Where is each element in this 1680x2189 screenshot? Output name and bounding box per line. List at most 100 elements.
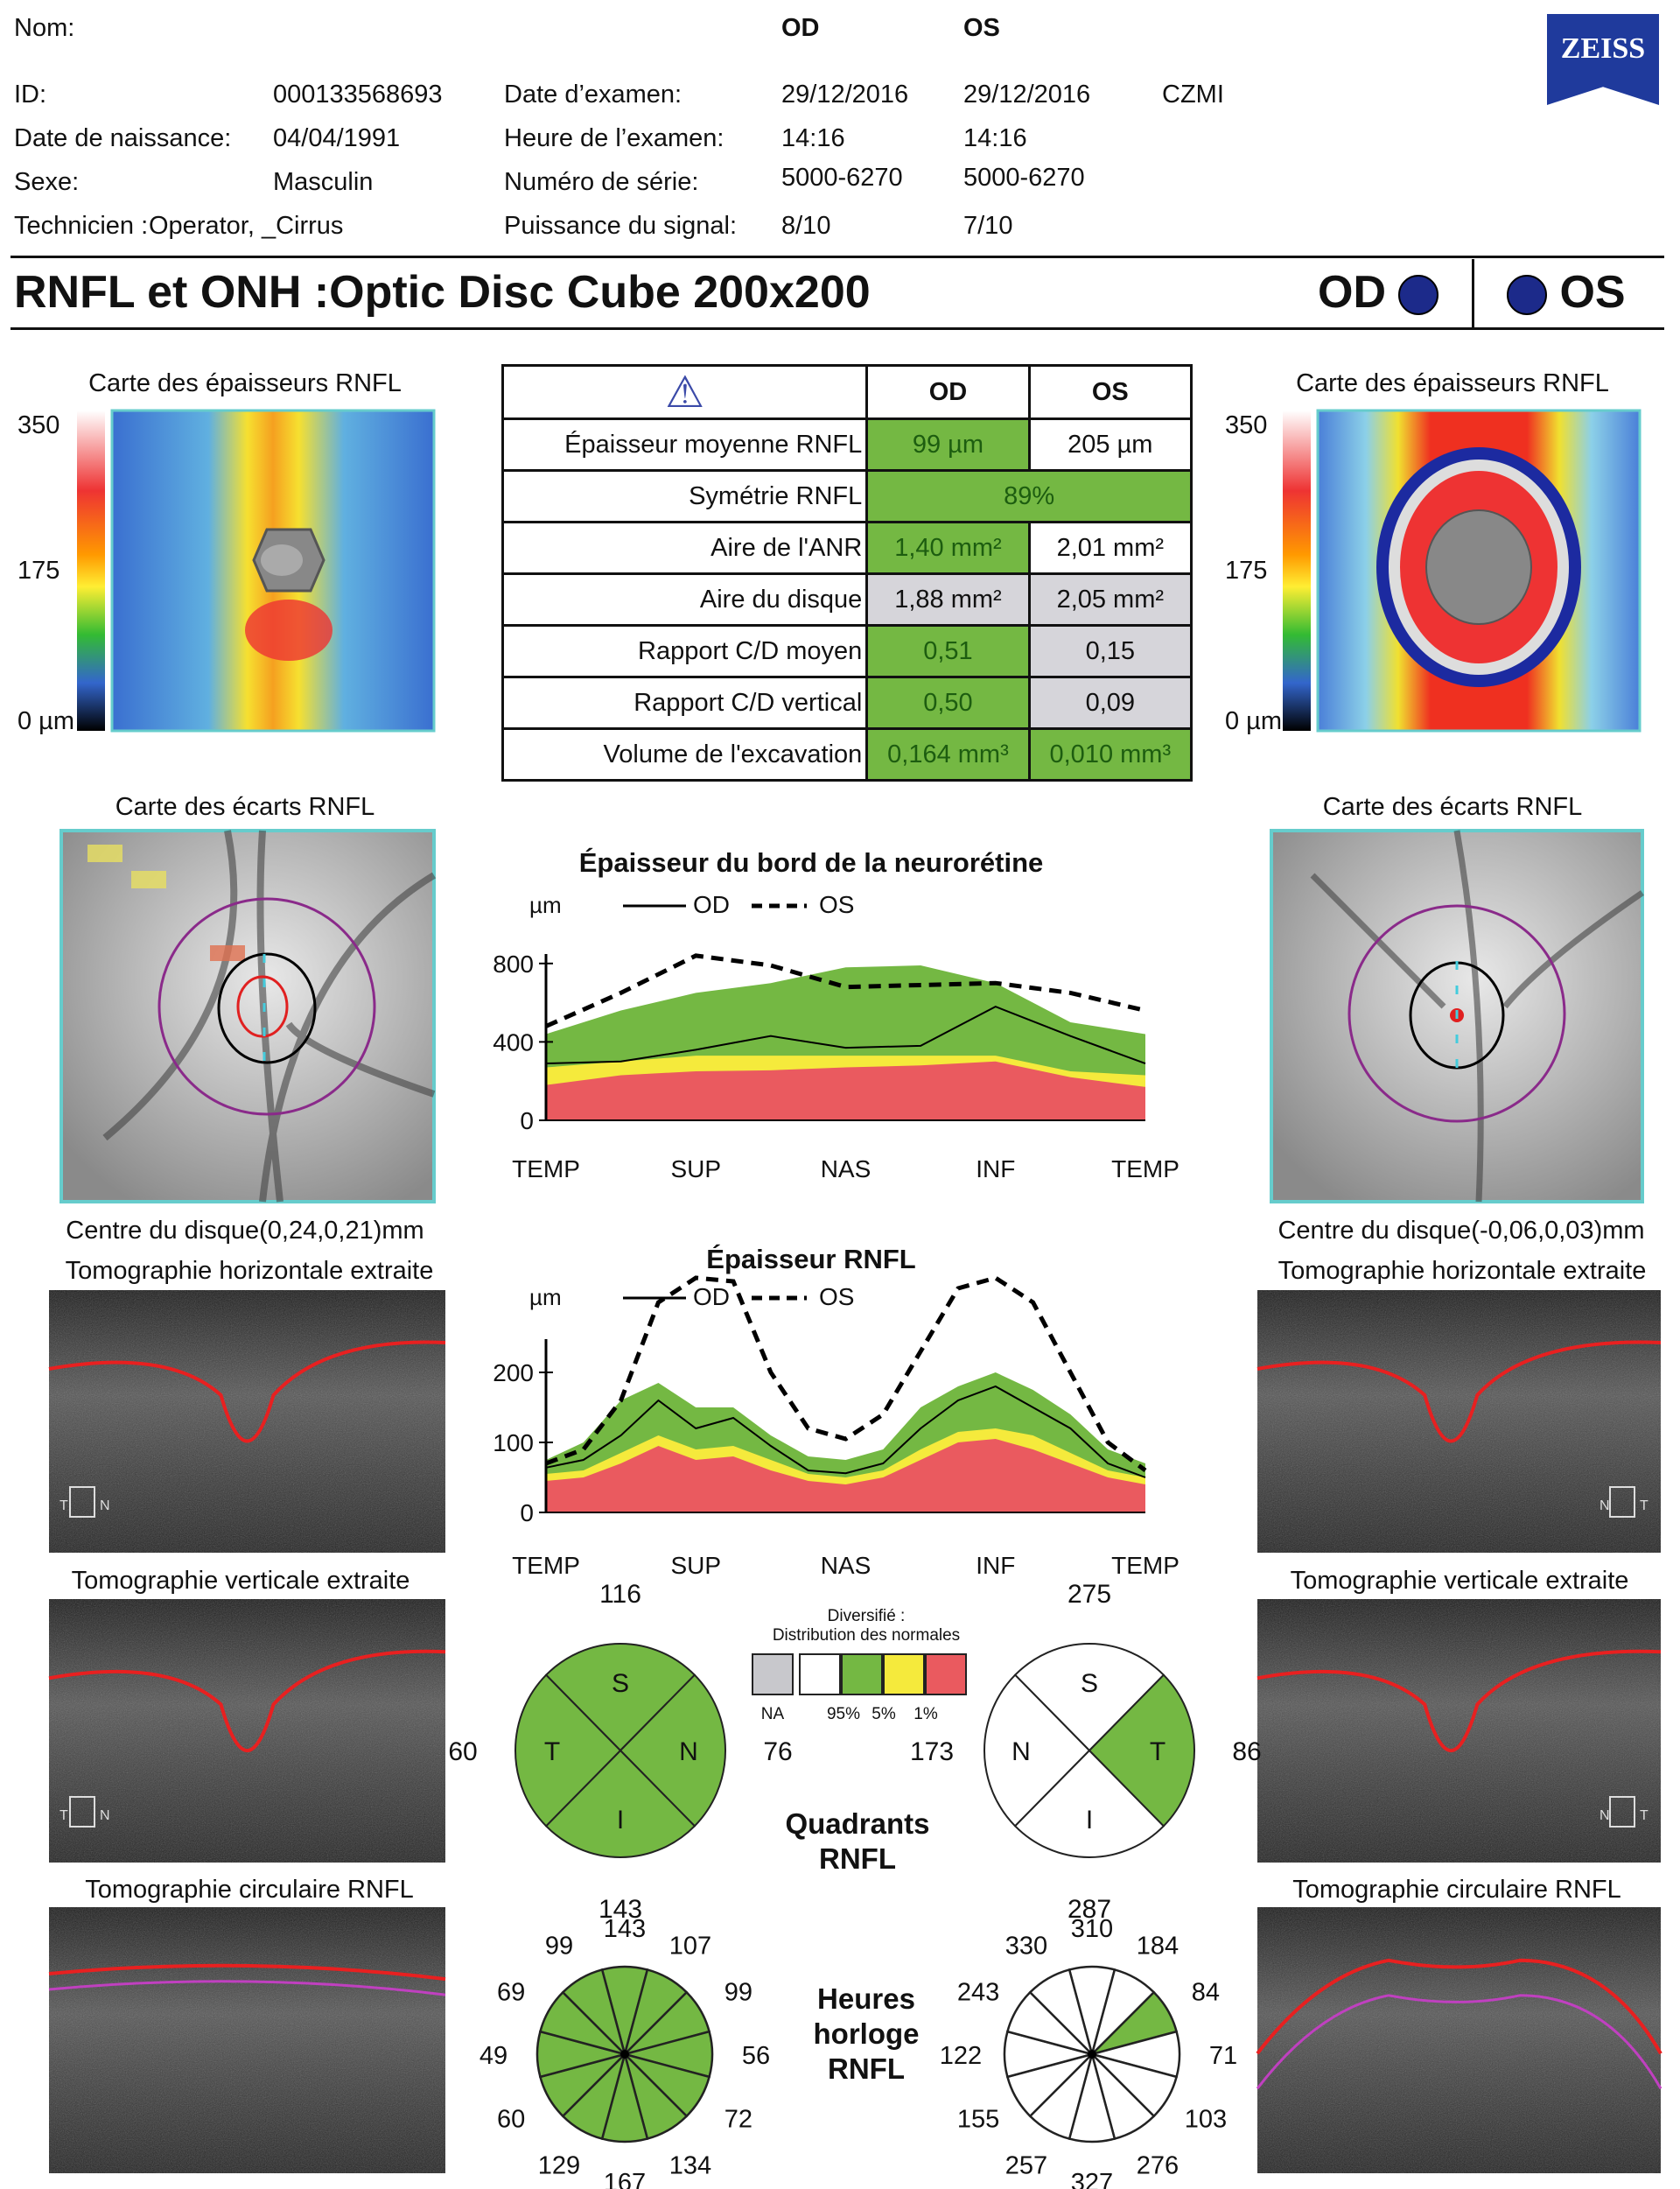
- os-clock-value: 243: [957, 1979, 999, 2007]
- row-value-od: 0,164 mm³: [865, 727, 1031, 782]
- os-clock-value: 155: [957, 2106, 999, 2134]
- os-quadrant-letter: I: [1086, 1806, 1093, 1835]
- os-quadrant-N: [984, 1673, 1091, 1828]
- legend-title: Diversifié : Distribution des normales: [752, 1607, 980, 1645]
- legend-95: 95%: [827, 1705, 860, 1723]
- od-quadrant-letter: T: [544, 1737, 560, 1766]
- od-clock-value: 107: [669, 1932, 711, 1960]
- serial-os: 5000-6270: [963, 164, 1085, 192]
- os-quadrant-S: [1013, 1643, 1166, 1752]
- chart-title: Épaisseur du bord de la neurorétine: [579, 847, 1044, 878]
- row-value-od: 0,51: [865, 624, 1031, 678]
- os-horizontal-scan-orient-right: T: [1640, 1498, 1648, 1513]
- od-title-label: OD: [1318, 267, 1386, 318]
- os-scale-max: 350: [1225, 411, 1268, 439]
- os-clock-center: [1088, 2050, 1096, 2059]
- legend-od-label: OD: [693, 1283, 730, 1310]
- exam-date-os: 29/12/2016: [963, 81, 1091, 109]
- od-quadrant-N: [619, 1673, 726, 1828]
- od-quadrant-value-N: 76: [763, 1737, 792, 1766]
- os-circular-scan: [1256, 1907, 1662, 2173]
- os-circular-scan-ilm-line: [1256, 1958, 1662, 2055]
- os-horizontal-scan-speckle: [1257, 1290, 1661, 1553]
- table-row: Rapport C/D vertical 0,50 0,09: [500, 676, 1194, 730]
- od-deviation-map: [60, 829, 437, 1203]
- os-clock-value: 122: [940, 2042, 982, 2070]
- os-thickness-title: Carte des épaisseurs RNFL: [1296, 369, 1609, 397]
- y-axis-label: µm: [529, 892, 562, 918]
- os-quadrant-T: [1088, 1673, 1195, 1828]
- id-value: 000133568693: [273, 81, 443, 109]
- row-label: Rapport C/D moyen: [500, 624, 869, 678]
- od-vertical-scan-ilm-line: [48, 1649, 446, 1752]
- od-horizontal-title: Tomographie horizontale extraite: [65, 1257, 434, 1285]
- od-column-header: OD: [781, 14, 820, 42]
- row-label: Épaisseur moyenne RNFL: [500, 417, 869, 472]
- od-circular-scan-ilm-line: [48, 1963, 446, 1982]
- tech-value: Operator, _Cirrus: [149, 212, 344, 240]
- divider: [1472, 259, 1474, 327]
- os-quadrant-I: [1013, 1749, 1166, 1858]
- od-color-scale: [77, 410, 105, 731]
- parameters-table: ⚠ OD OS Épaisseur moyenne RNFL 99 µm 205 µ…: [500, 364, 1194, 782]
- od-circular-scan: [48, 1907, 446, 2173]
- od-clock-value: 49: [480, 2042, 508, 2070]
- y-tick-label: 0: [520, 1107, 534, 1134]
- signal-label: Puissance du signal:: [504, 212, 737, 240]
- row-value-os: 0,09: [1027, 676, 1194, 730]
- dob-label: Date de naissance:: [14, 124, 232, 152]
- zeiss-logo: ZEISS: [1547, 14, 1659, 105]
- legend-1: 1%: [914, 1705, 938, 1723]
- os-clock-value: 103: [1185, 2106, 1227, 2134]
- y-tick-label: 400: [493, 1028, 534, 1056]
- od-vertical-scan-orientation-icon: [69, 1796, 95, 1828]
- od-disc-center: Centre du disque(0,24,0,21)mm: [66, 1217, 424, 1245]
- od-horizontal-scan-orient-left: T: [60, 1498, 68, 1513]
- od-clock-sector: [561, 1968, 627, 2059]
- os-horizontal-scan-ilm-line: [1256, 1340, 1662, 1443]
- clock-title: Heures horloge RNFL: [770, 1982, 962, 2087]
- divider: [10, 327, 1664, 330]
- os-quadrant-value-N: 173: [910, 1737, 954, 1766]
- od-quadrant-S: [544, 1643, 696, 1752]
- quadrants-title-2: RNFL: [819, 1842, 896, 1875]
- od-circular-scan-boundary-line: [48, 1980, 446, 1996]
- norm-band-red: [546, 1439, 1145, 1512]
- x-tick-label: TEMP: [1111, 1155, 1180, 1182]
- line-charts: Épaisseur du bord de la neurorétine µm OD O…: [493, 847, 1180, 1579]
- series-od-line: [545, 1005, 1146, 1065]
- os-circular-scan-boundary-line: [1256, 1994, 1662, 2090]
- row-value-od: 0,50: [865, 676, 1031, 730]
- dob-value: 04/04/1991: [273, 124, 401, 152]
- norm-band-red: [546, 1061, 1145, 1120]
- os-vertical-scan-orient-left: N: [1600, 1808, 1610, 1823]
- legend-swatch-green: [841, 1653, 883, 1695]
- os-scale-min: 0 µm: [1225, 707, 1283, 735]
- warning-cell: ⚠: [500, 364, 869, 420]
- od-vertical-title: Tomographie verticale extraite: [71, 1567, 410, 1595]
- y-tick-label: 800: [493, 951, 534, 978]
- os-clock-value: 184: [1137, 1932, 1179, 1960]
- x-tick-label: TEMP: [1111, 1552, 1180, 1579]
- exam-time-label: Heure de l’examen:: [504, 124, 724, 152]
- od-scale-min: 0 µm: [18, 707, 75, 735]
- os-horizontal-scan-orientation-icon: [1609, 1486, 1635, 1518]
- chart-0: Épaisseur du bord de la neurorétine µm OD O…: [493, 847, 1180, 1182]
- warning-icon: ⚠: [665, 368, 705, 417]
- os-quadrant-value-S: 275: [1068, 1580, 1111, 1609]
- os-quadrant-letter: S: [1081, 1669, 1098, 1698]
- x-tick-label: NAS: [821, 1552, 872, 1579]
- od-circular-scan-speckle: [49, 1907, 445, 2173]
- od-clock-value: 129: [538, 2152, 580, 2180]
- sector-diagrams: NA 95% 5% 1% S 116 N 76 I 143 T 60 S 275 N 173 I 287 T 86 14…: [448, 1580, 1261, 2189]
- od-clock-value: 99: [545, 1932, 573, 1960]
- os-clock-value: 327: [1071, 2169, 1113, 2189]
- od-thickness-title: Carte des épaisseurs RNFL: [88, 369, 402, 397]
- row-value-os: 2,05 mm²: [1027, 572, 1194, 627]
- table-row: Volume de l'excavation 0,164 mm³ 0,010 mm³: [500, 727, 1194, 782]
- od-clock-value: 69: [497, 1979, 525, 2007]
- row-value-od: 1,40 mm²: [865, 521, 1031, 575]
- os-horizontal-title: Tomographie horizontale extraite: [1278, 1257, 1647, 1285]
